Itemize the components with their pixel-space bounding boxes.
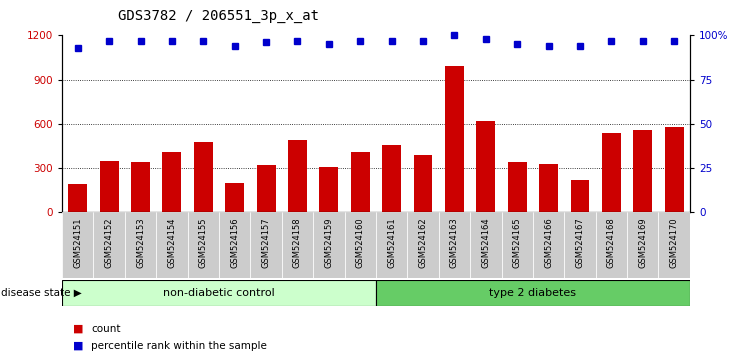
Bar [533, 212, 564, 278]
Bar [508, 162, 526, 212]
Text: GSM524155: GSM524155 [199, 218, 208, 268]
Bar [257, 165, 275, 212]
Text: GSM524168: GSM524168 [607, 218, 616, 268]
Text: GSM524160: GSM524160 [356, 218, 365, 268]
Bar [320, 167, 338, 212]
Bar [188, 212, 219, 278]
Bar [602, 133, 620, 212]
Text: GSM524151: GSM524151 [73, 218, 82, 268]
Bar [93, 212, 125, 278]
Bar [596, 212, 627, 278]
Text: GDS3782 / 206551_3p_x_at: GDS3782 / 206551_3p_x_at [118, 9, 320, 23]
Bar [539, 164, 558, 212]
Bar [226, 183, 244, 212]
Bar [376, 212, 407, 278]
Text: GSM524170: GSM524170 [669, 218, 679, 268]
Text: GSM524165: GSM524165 [512, 218, 522, 268]
Text: GSM524166: GSM524166 [544, 218, 553, 268]
Bar [502, 212, 533, 278]
Bar [219, 212, 250, 278]
Text: type 2 diabetes: type 2 diabetes [489, 288, 577, 298]
Bar [250, 212, 282, 278]
Text: GSM524159: GSM524159 [324, 218, 334, 268]
Bar [407, 212, 439, 278]
Text: GSM524152: GSM524152 [104, 218, 114, 268]
Bar [564, 212, 596, 278]
Bar [571, 180, 589, 212]
Text: percentile rank within the sample: percentile rank within the sample [91, 341, 267, 350]
Text: ■: ■ [73, 341, 83, 350]
Text: GSM524156: GSM524156 [230, 218, 239, 268]
Bar [439, 212, 470, 278]
Bar [665, 127, 683, 212]
Bar [313, 212, 345, 278]
Bar [62, 280, 376, 306]
Bar [131, 162, 150, 212]
Bar [634, 130, 652, 212]
Text: GSM524161: GSM524161 [387, 218, 396, 268]
Text: GSM524153: GSM524153 [136, 218, 145, 268]
Bar [658, 212, 690, 278]
Bar [345, 212, 376, 278]
Bar [627, 212, 658, 278]
Bar [288, 140, 307, 212]
Text: disease state ▶: disease state ▶ [1, 288, 82, 298]
Bar [445, 67, 464, 212]
Text: count: count [91, 324, 120, 333]
Text: GSM524169: GSM524169 [638, 218, 648, 268]
Text: GSM524154: GSM524154 [167, 218, 177, 268]
Text: GSM524157: GSM524157 [261, 218, 271, 268]
Text: GSM524162: GSM524162 [418, 218, 428, 268]
Bar [194, 142, 212, 212]
Bar [383, 144, 401, 212]
Bar [376, 280, 690, 306]
Bar [125, 212, 156, 278]
Text: GSM524167: GSM524167 [575, 218, 585, 268]
Text: non-diabetic control: non-diabetic control [163, 288, 275, 298]
Bar [163, 152, 181, 212]
Bar [62, 212, 93, 278]
Bar [100, 161, 118, 212]
Bar [477, 121, 495, 212]
Text: GSM524164: GSM524164 [481, 218, 491, 268]
Text: ■: ■ [73, 324, 83, 333]
Bar [69, 184, 87, 212]
Text: GSM524163: GSM524163 [450, 218, 459, 268]
Bar [470, 212, 502, 278]
Bar [156, 212, 188, 278]
Text: GSM524158: GSM524158 [293, 218, 302, 268]
Bar [282, 212, 313, 278]
Bar [414, 155, 432, 212]
Bar [351, 152, 369, 212]
